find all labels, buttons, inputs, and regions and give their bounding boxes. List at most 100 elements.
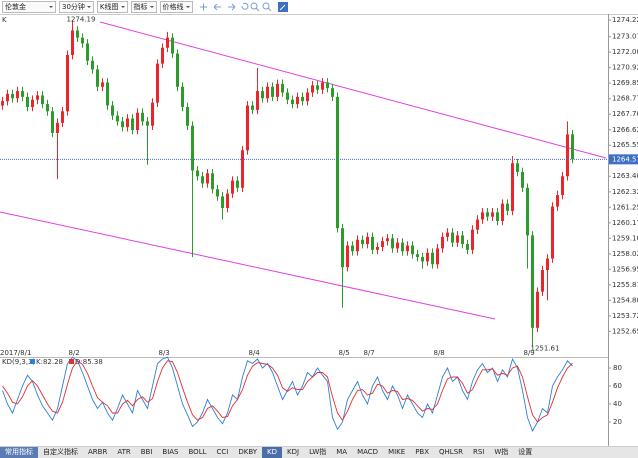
indicator-tab[interactable]: BBI: [140, 448, 153, 456]
indicator-tab[interactable]: W指: [494, 448, 509, 456]
indicator-tab[interactable]: ATR: [117, 448, 131, 456]
legend-swatch: [69, 359, 74, 364]
y-tick-label: 1253.72: [612, 312, 638, 320]
tool-icons[interactable]: [196, 1, 296, 13]
y-tick-label: 1260.17: [612, 219, 638, 227]
candle-body: [16, 91, 19, 99]
candle-body: [251, 105, 254, 110]
candle-body: [411, 245, 414, 255]
candle-body: [91, 60, 94, 70]
candle-body: [216, 189, 219, 197]
symbol-select[interactable]: 伦敦金: [2, 1, 56, 13]
indicator-line: [2, 356, 573, 433]
candle-body: [241, 150, 244, 188]
indicator-tab[interactable]: ARBR: [88, 448, 108, 456]
candle-body: [406, 245, 409, 252]
indicator-select[interactable]: 指标: [130, 1, 157, 13]
candle-body: [311, 85, 314, 93]
candle-body: [381, 241, 384, 247]
indicator-tab[interactable]: BIAS: [162, 448, 179, 456]
candle-body: [301, 96, 304, 102]
candle-body: [371, 236, 374, 250]
candle-body: [156, 63, 159, 103]
candle-body: [121, 121, 124, 128]
y-tick-label: 1269.85: [612, 79, 638, 87]
candle-body: [161, 47, 164, 64]
indicator-tab[interactable]: QHLSR: [439, 448, 463, 456]
indicator-tab[interactable]: BOLL: [188, 448, 207, 456]
indicator-tab[interactable]: MACD: [357, 448, 379, 456]
x-tick-label: 8/9: [524, 349, 535, 357]
candle-body: [461, 235, 464, 245]
candle-body: [566, 134, 569, 177]
candle-body: [126, 118, 129, 128]
y-tick-label: 40: [613, 400, 622, 408]
indicator-tab[interactable]: KDJ: [287, 448, 300, 456]
candle-body: [386, 238, 389, 242]
candle-body: [401, 242, 404, 252]
candle-body: [321, 82, 324, 90]
candle-body: [106, 82, 109, 106]
candle-body: [46, 104, 49, 112]
candle-body: [36, 95, 39, 100]
indicator-tab[interactable]: 自定义指标: [43, 448, 78, 456]
candle-body: [451, 232, 454, 243]
y-tick-label: 1259.10: [612, 234, 638, 242]
indicator-tab[interactable]: PBX: [415, 448, 430, 456]
candle-body: [536, 291, 539, 328]
indicator-tab[interactable]: RSI: [473, 448, 485, 456]
candle-body: [276, 83, 279, 97]
x-tick-label: 8/4: [249, 349, 261, 357]
candle-body: [266, 86, 269, 99]
candle-body: [496, 212, 499, 221]
indicator-tab[interactable]: 设置: [518, 448, 533, 456]
candle-body: [286, 92, 289, 100]
y-tick-label: 1265.55: [612, 141, 638, 149]
y-tick-label: 80: [613, 364, 622, 372]
candle-body: [466, 244, 469, 250]
candle-body: [146, 121, 149, 126]
indicator-tab[interactable]: 常用指标: [0, 447, 38, 458]
indicator-tab[interactable]: MIKE: [388, 448, 406, 456]
candle-body: [171, 37, 174, 54]
candle-body: [166, 37, 169, 48]
candle-body: [136, 112, 139, 131]
period-select[interactable]: 30分钟: [59, 1, 94, 13]
candle-body: [551, 206, 554, 259]
candle-body: [86, 43, 89, 61]
indicator-tab[interactable]: KD: [262, 447, 283, 458]
price-line-select[interactable]: 价格线: [159, 1, 193, 13]
y-tick-label: 1270.92: [612, 64, 638, 72]
candle-body: [261, 91, 264, 99]
y-tick-label: 20: [613, 418, 622, 426]
indicator-tab[interactable]: DKBY: [238, 448, 258, 456]
toolbar: 伦敦金 30分钟 K线图 指标 价格线: [0, 0, 638, 14]
candle-body: [181, 86, 184, 107]
tab-bar: 常用指标 自定义指标 ARBR ATR BBI BIAS BOLL CCI DKBY KD KDJ L…: [0, 446, 638, 458]
candle-body: [31, 99, 34, 107]
candle-body: [201, 176, 204, 184]
legend-swatch: [30, 359, 35, 364]
y-tick-label: 1256.95: [612, 265, 638, 273]
candle-body: [281, 83, 284, 93]
candle-body: [531, 235, 534, 328]
candle-body: [96, 69, 99, 87]
candle-body: [331, 88, 334, 97]
candle-body: [431, 252, 434, 265]
candle-body: [196, 170, 199, 177]
panel-label: K: [2, 16, 7, 24]
candle-body: [51, 111, 54, 133]
y-tick-label: 1255.87: [612, 281, 638, 289]
x-tick-label: 8/7: [364, 349, 375, 357]
candle-body: [456, 235, 459, 243]
candle-body: [356, 239, 359, 252]
indicator-tab[interactable]: CCI: [216, 448, 229, 456]
indicator-tab[interactable]: MA: [336, 448, 348, 456]
candle-body: [426, 252, 429, 262]
candle-body: [76, 30, 79, 38]
candle-body: [336, 96, 339, 229]
candle-body: [341, 228, 344, 268]
indicator-tab[interactable]: LW指: [309, 448, 327, 456]
chart-type-select[interactable]: K线图: [96, 1, 128, 13]
